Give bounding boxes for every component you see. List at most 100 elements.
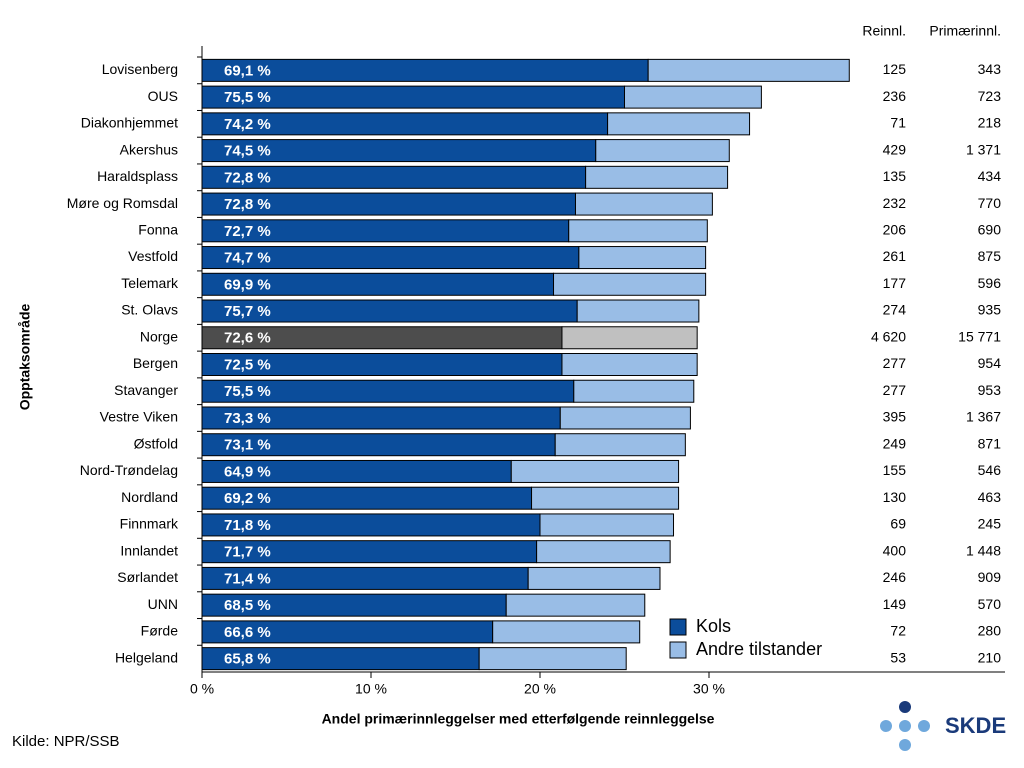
- bar-segment: [531, 486, 680, 510]
- bar-segment: [553, 272, 707, 296]
- bar-label: 73,3 %: [224, 410, 271, 427]
- table-cell: 245: [978, 516, 1002, 532]
- bar-label: 72,5 %: [224, 356, 271, 373]
- legend-swatch: [669, 618, 687, 636]
- bar-segment: [607, 112, 751, 136]
- y-tick-label: Nord-Trøndelag: [80, 462, 178, 478]
- table-cell: 770: [978, 195, 1002, 211]
- table-cell: 69: [890, 516, 906, 532]
- table-cell: 280: [978, 623, 1002, 639]
- table-cell: 690: [978, 222, 1002, 238]
- table-cell: 723: [978, 88, 1002, 104]
- y-tick-label: Møre og Romsdal: [67, 195, 178, 211]
- bar-segment: [624, 85, 762, 109]
- table-cell: 177: [883, 275, 907, 291]
- bar-label: 69,1 %: [224, 62, 271, 79]
- bar-label: 74,2 %: [224, 116, 271, 133]
- bar-segment: [492, 620, 641, 644]
- table-cell: 4 620: [871, 328, 906, 344]
- bar-segment: [568, 219, 708, 243]
- bar-label: 72,8 %: [224, 169, 271, 186]
- bar-label: 65,8 %: [224, 651, 271, 668]
- table-cell: 206: [883, 222, 907, 238]
- table-cell: 400: [883, 542, 907, 558]
- table-cell: 395: [883, 409, 907, 425]
- source: Kilde: NPR/SSB: [12, 733, 120, 750]
- x-tick-label: 20 %: [524, 681, 556, 697]
- y-tick-label: Helgeland: [115, 649, 178, 665]
- table-cell: 875: [978, 248, 1002, 264]
- bar-segment: [585, 165, 729, 189]
- table-cell: 246: [883, 569, 907, 585]
- bar-segment: [478, 647, 627, 671]
- column-header: Reinnl.: [862, 23, 906, 39]
- table-cell: 236: [883, 88, 907, 104]
- x-axis-label: Andel primærinnleggelser med etterfølgen…: [322, 711, 715, 727]
- y-tick-label: Østfold: [134, 435, 178, 451]
- table-cell: 546: [978, 462, 1002, 478]
- table-cell: 1 371: [966, 141, 1001, 157]
- bar-segment: [510, 459, 680, 483]
- bar-segment: [647, 58, 850, 82]
- table-cell: 935: [978, 302, 1002, 318]
- table-cell: 463: [978, 489, 1002, 505]
- bar-segment: [559, 406, 691, 430]
- bar-segment: [574, 192, 713, 216]
- y-tick-label: Diakonhjemmet: [81, 115, 178, 131]
- bar-label: 72,6 %: [224, 330, 271, 347]
- bar-label: 71,7 %: [224, 544, 271, 561]
- table-cell: 72: [890, 623, 906, 639]
- bar-segment: [595, 139, 730, 163]
- bar-label: 74,7 %: [224, 250, 271, 267]
- bar-label: 72,7 %: [224, 223, 271, 240]
- table-cell: 596: [978, 275, 1002, 291]
- logo: SKDE: [880, 701, 1006, 751]
- y-axis-label: Opptaksområde: [17, 303, 33, 410]
- table-cell: 53: [890, 649, 906, 665]
- bar-segment: [554, 433, 686, 457]
- table-cell: 954: [978, 355, 1002, 371]
- y-tick-label: Lovisenberg: [102, 61, 178, 77]
- y-tick-label: St. Olavs: [121, 302, 178, 318]
- table-cell: 71: [890, 115, 906, 131]
- bar-segment: [505, 593, 646, 617]
- y-tick-label: Akershus: [120, 141, 178, 157]
- bar-label: 66,6 %: [224, 624, 271, 641]
- table-cell: 277: [883, 382, 907, 398]
- y-tick-label: Vestfold: [128, 248, 178, 264]
- table-cell: 218: [978, 115, 1002, 131]
- bar-segment: [561, 326, 698, 350]
- logo-dot: [899, 701, 911, 713]
- y-tick-label: Fonna: [138, 222, 178, 238]
- y-tick-label: Vestre Viken: [100, 409, 178, 425]
- bar-label: 71,8 %: [224, 517, 271, 534]
- logo-dot: [918, 720, 930, 732]
- bar-label: 73,1 %: [224, 437, 271, 454]
- y-tick-label: Sørlandet: [117, 569, 178, 585]
- bar-label: 75,5 %: [224, 383, 271, 400]
- table-cell: 429: [883, 141, 907, 157]
- y-tick-label: Stavanger: [114, 382, 178, 398]
- y-tick-label: Innlandet: [120, 542, 178, 558]
- bar-label: 75,5 %: [224, 89, 271, 106]
- y-tick-label: Haraldsplass: [97, 168, 178, 184]
- table-cell: 274: [883, 302, 907, 318]
- table-cell: 149: [883, 596, 907, 612]
- legend-label: Andre tilstander: [696, 639, 822, 659]
- logo-dot: [899, 720, 911, 732]
- y-tick-label: Telemark: [121, 275, 179, 291]
- y-tick-label: Norge: [140, 328, 178, 344]
- legend-swatch: [669, 641, 687, 659]
- x-tick-label: 10 %: [355, 681, 387, 697]
- table-cell: 15 771: [958, 328, 1001, 344]
- y-tick-label: UNN: [148, 596, 178, 612]
- bar-label: 72,8 %: [224, 196, 271, 213]
- y-tick-label: Førde: [141, 623, 179, 639]
- table-cell: 1 448: [966, 542, 1001, 558]
- bar-segment: [561, 353, 698, 376]
- y-tick-label: OUS: [148, 88, 178, 104]
- bar-segment: [573, 379, 695, 403]
- table-cell: 155: [883, 462, 907, 478]
- y-tick-label: Bergen: [133, 355, 178, 371]
